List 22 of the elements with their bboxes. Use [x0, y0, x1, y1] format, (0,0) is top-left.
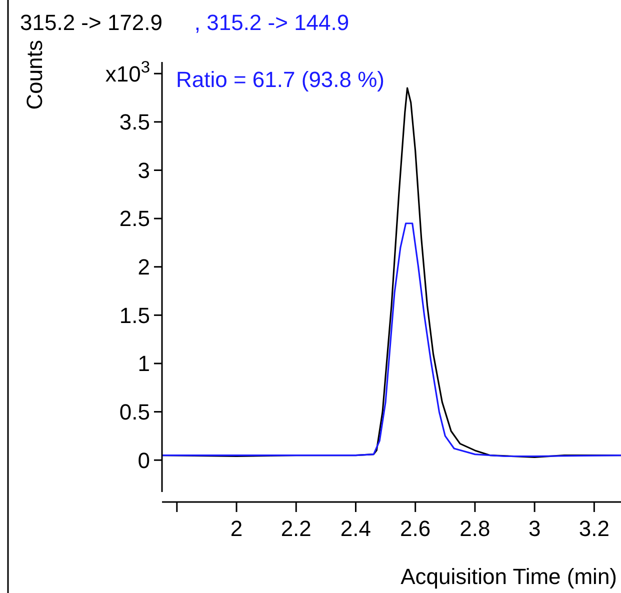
x-tick-label: 2.6 [400, 516, 431, 541]
y-tick-label: 3 [138, 158, 150, 183]
y-tick-label: 1.5 [119, 302, 150, 328]
y-tick-label: 2 [138, 254, 150, 280]
x-tick-label: 2 [230, 516, 243, 541]
text: 315.2 -> 172.9 [20, 10, 163, 35]
x-tick-label: 2.4 [340, 516, 372, 541]
x-tick-label: 3.2 [578, 516, 610, 541]
x-tick-label: 3 [528, 516, 541, 541]
text: , 315.2 -> 144.9 [194, 10, 350, 35]
y-axis-title: Counts [22, 40, 47, 110]
y-tick-label: 0.5 [119, 400, 150, 424]
y-tick-label: 2.5 [119, 206, 150, 232]
x-tick-label: 2.8 [460, 516, 490, 541]
y-tick-label: 1 [138, 351, 150, 376]
y-tick-label: x10$^{3}$ [105, 58, 150, 86]
x-axis-title: Acquisition Time (min) [400, 564, 617, 589]
line-series [162, 222, 621, 458]
x-tick-label: 2.2 [280, 516, 312, 541]
y-tick-label: 3.5 [119, 110, 150, 135]
annotation: Ratio = 61.7 (93.8 %) [176, 67, 385, 92]
y-tick-label: 0 [138, 448, 150, 473]
